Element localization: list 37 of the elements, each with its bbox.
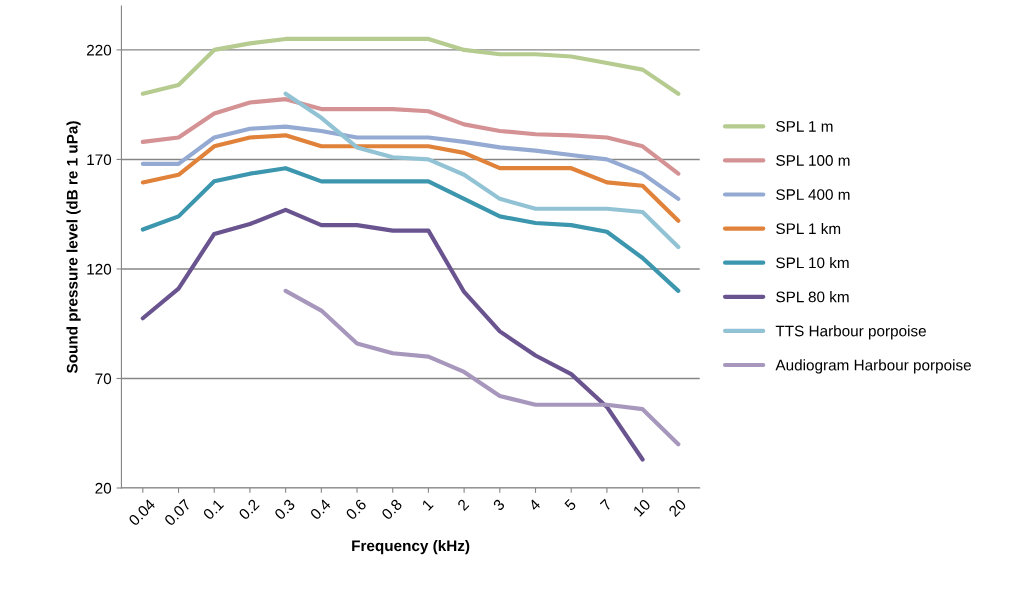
x-tick-label: 20 bbox=[668, 498, 687, 518]
line-series bbox=[140, 207, 645, 462]
legend-label: SPL 10 km bbox=[776, 256, 849, 269]
legend-label: TTS Harbour porpoise bbox=[775, 325, 926, 340]
x-tick-label: 4 bbox=[528, 498, 541, 512]
legend-label: SPL 80 km bbox=[776, 291, 849, 303]
line-series bbox=[283, 288, 681, 447]
x-tick-label: 0.6 bbox=[345, 498, 367, 521]
x-axis-title: Frequency (kHz) bbox=[352, 539, 470, 555]
x-tick-label: 3 bbox=[492, 498, 506, 512]
x-tick-label: 2 bbox=[456, 498, 470, 512]
line-series bbox=[140, 97, 681, 176]
x-tick-label: 5 bbox=[564, 498, 577, 512]
x-tick-label: 1 bbox=[421, 498, 434, 511]
y-tick-label: 170 bbox=[87, 154, 112, 166]
line-series bbox=[140, 133, 681, 223]
legend-label: SPL 400 m bbox=[776, 189, 850, 200]
x-tick-label: 0.2 bbox=[238, 498, 260, 521]
legend-label: SPL 100 m bbox=[776, 155, 850, 166]
y-tick-label: 220 bbox=[86, 44, 112, 56]
y-axis-title: Sound pressure level (dB re 1 uPa) bbox=[66, 121, 81, 374]
line-series bbox=[140, 124, 681, 201]
legend-label: Audiogram Harbour porpoise bbox=[775, 359, 971, 374]
y-tick-label: 70 bbox=[95, 373, 112, 385]
x-tick-label: 10 bbox=[632, 498, 652, 517]
x-tick-label: 0.4 bbox=[309, 498, 332, 521]
line-series bbox=[283, 91, 681, 250]
legend-label: SPL 1 m bbox=[776, 120, 833, 132]
line-series bbox=[140, 166, 681, 293]
y-tick-label: 120 bbox=[87, 263, 112, 275]
legend-label: SPL 1 km bbox=[776, 222, 841, 235]
x-tick-label: 0.8 bbox=[380, 498, 403, 521]
x-tick-label: 0.1 bbox=[202, 498, 225, 521]
y-tick-label: 20 bbox=[95, 482, 112, 494]
x-tick-label: 0.3 bbox=[273, 498, 296, 521]
x-tick-label: 7 bbox=[599, 498, 613, 511]
line-series bbox=[140, 36, 681, 96]
